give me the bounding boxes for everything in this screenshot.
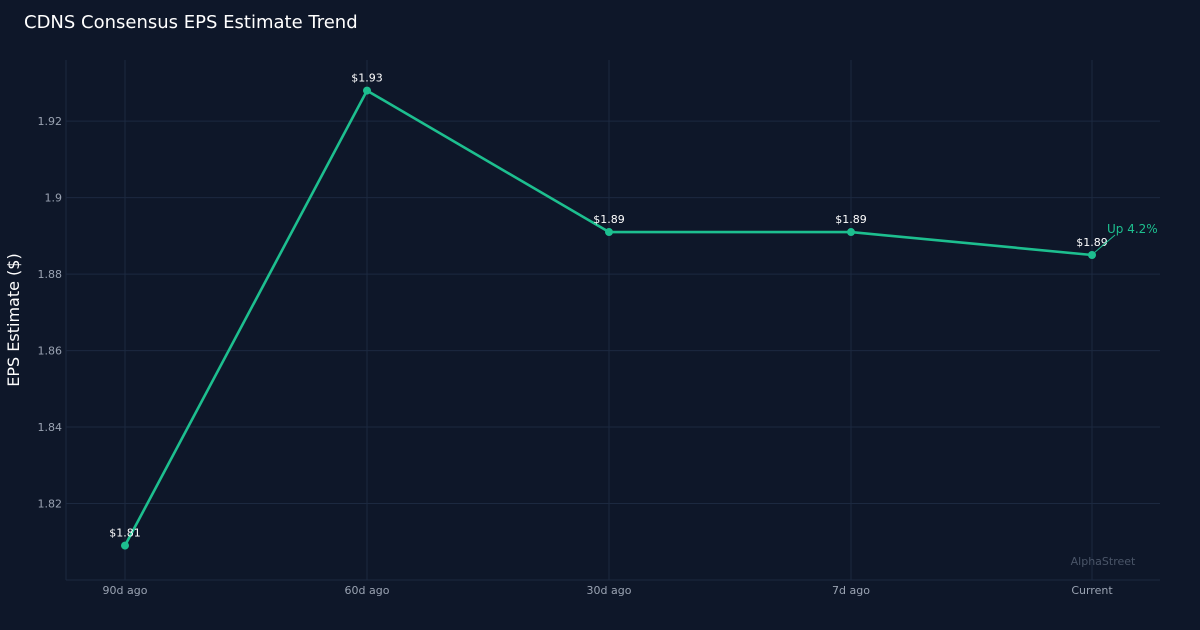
axis-layer: 1.82 1.84 1.86 1.88 1.9 1.92 90d ago 60d ago 30d… <box>38 115 1114 597</box>
x-tick-label: 90d ago <box>103 584 148 597</box>
y-tick-label: 1.86 <box>38 345 63 358</box>
y-tick-label: 1.88 <box>38 268 63 281</box>
data-point <box>605 228 613 237</box>
chart-title: CDNS Consensus EPS Estimate Trend <box>24 12 358 33</box>
y-tick-label: 1.84 <box>38 421 63 434</box>
data-point <box>363 86 371 95</box>
data-label: $1.93 <box>351 72 383 85</box>
series-layer <box>121 86 1096 550</box>
y-tick-label: 1.92 <box>38 115 63 128</box>
x-tick-label: 30d ago <box>587 584 632 597</box>
data-point <box>121 541 129 550</box>
x-tick-label: 7d ago <box>832 584 870 597</box>
y-tick-label: 1.82 <box>38 498 63 511</box>
y-axis-label: EPS Estimate ($) <box>4 253 23 386</box>
data-label: $1.81 <box>109 527 141 540</box>
x-tick-label: 60d ago <box>345 584 390 597</box>
annotation-text: Up 4.2% <box>1107 222 1158 236</box>
data-label: $1.89 <box>1076 236 1108 249</box>
grid-layer <box>65 60 1160 581</box>
x-tick-label: Current <box>1071 584 1113 597</box>
data-label: $1.89 <box>835 213 867 226</box>
annotation-connector <box>1093 234 1116 254</box>
watermark: AlphaStreet <box>1071 555 1136 568</box>
data-point <box>847 228 855 237</box>
y-tick-label: 1.9 <box>45 192 63 205</box>
data-label: $1.89 <box>593 213 625 226</box>
